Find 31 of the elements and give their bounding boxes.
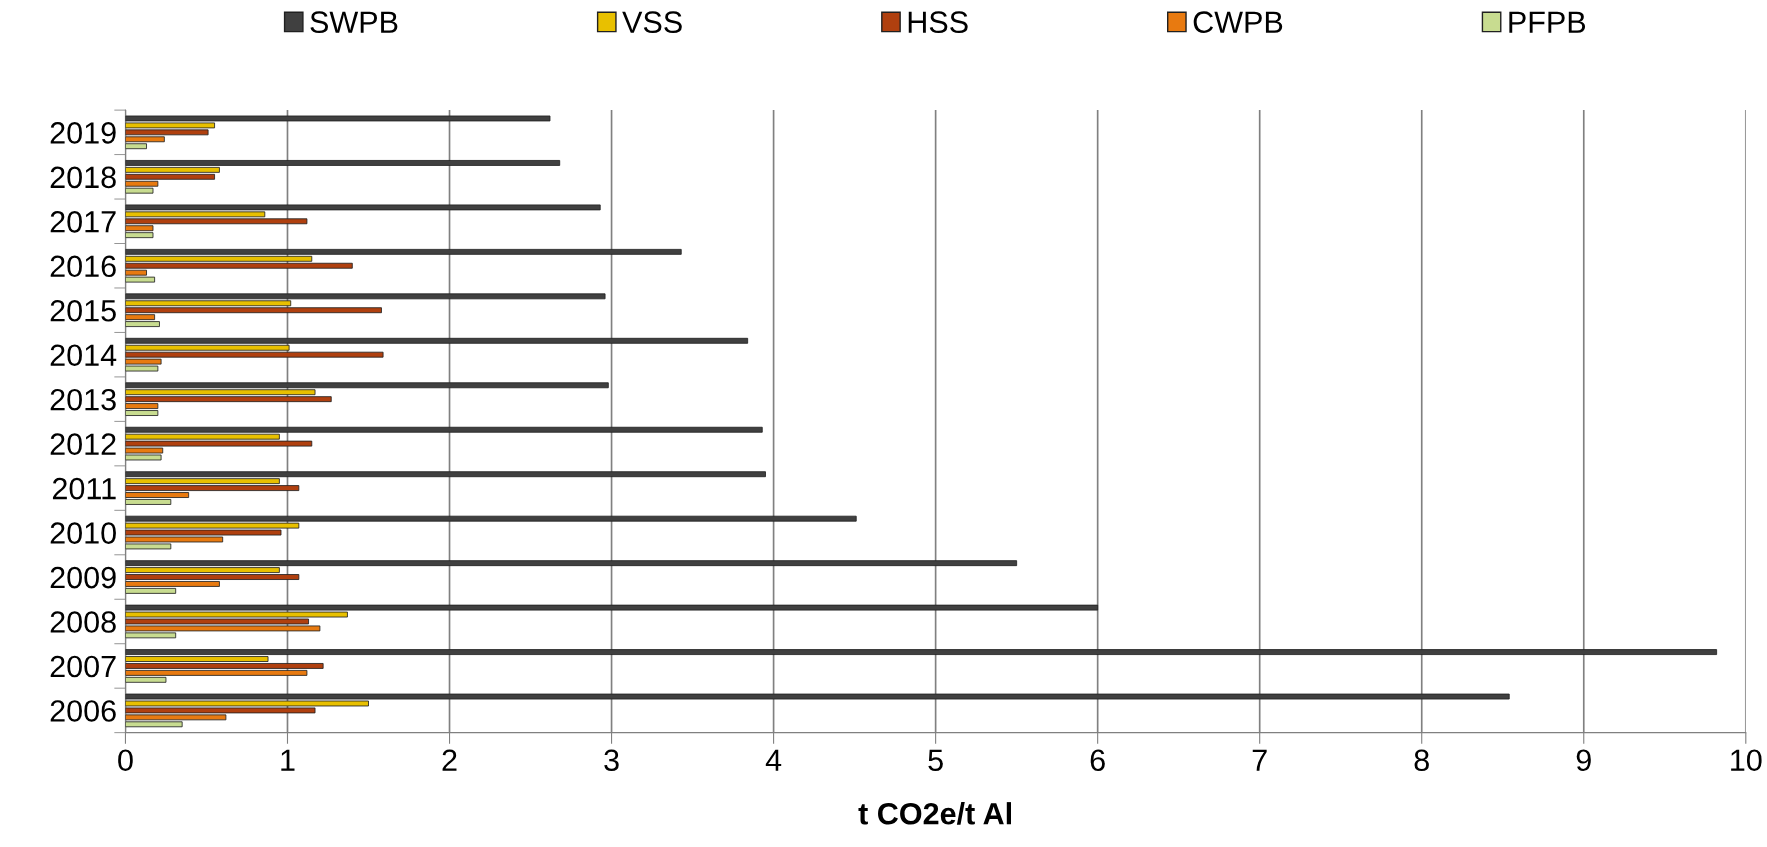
y-tick-label: 2009 <box>50 566 116 589</box>
x-tick-label: 6 <box>1090 749 1105 772</box>
y-tick-label: 2013 <box>50 388 116 411</box>
x-tick-label: 9 <box>1576 749 1591 772</box>
y-tick-label: 2014 <box>50 344 117 367</box>
y-tick-label: 2011 <box>52 477 116 500</box>
y-tick-label: 2010 <box>50 522 116 544</box>
legend-label: CWPB <box>1193 11 1283 33</box>
legend-label: PFPB <box>1509 11 1586 33</box>
y-tick-label: 2006 <box>50 700 116 722</box>
y-tick-label: 2016 <box>50 255 116 278</box>
legend-label: HSS <box>908 11 968 33</box>
x-tick-label: 3 <box>604 749 619 772</box>
x-tick-label: 5 <box>928 749 943 772</box>
y-tick-label: 2015 <box>50 299 116 322</box>
y-tick-label: 2007 <box>50 655 116 678</box>
x-tick-label: 0 <box>118 749 133 772</box>
y-tick-label: 2017 <box>50 211 116 233</box>
x-axis-title: t CO2e/t Al <box>858 802 1011 825</box>
x-tick-label: 2 <box>442 749 457 771</box>
x-tick-label: 4 <box>765 749 782 771</box>
legend-label: VSS <box>622 11 682 33</box>
x-tick-label: 10 <box>1731 749 1762 772</box>
y-tick-label: 2012 <box>50 433 116 455</box>
x-tick-label: 1 <box>281 749 295 771</box>
x-tick-label: 8 <box>1414 749 1429 772</box>
legend-label: SWPB <box>310 11 398 33</box>
y-tick-label: 2018 <box>50 166 116 189</box>
x-tick-label: 7 <box>1252 749 1267 771</box>
y-tick-label: 2008 <box>50 611 116 633</box>
y-tick-label: 2019 <box>50 122 116 144</box>
